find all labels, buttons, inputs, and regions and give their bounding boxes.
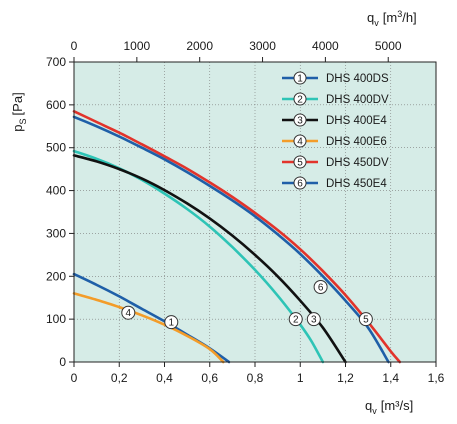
legend-label-5: DHS 450DV — [326, 157, 389, 169]
y-tick-label: 500 — [46, 141, 66, 155]
legend-marker-3 — [293, 113, 307, 127]
y-axis-label: pS[Pa] — [10, 92, 28, 131]
legend-label-2: DHS 400DV — [326, 94, 389, 106]
x-tick-label: 0,8 — [247, 371, 264, 385]
x-axis-ticks: 0 0,2 0,4 0,6 0,8 1 1,2 1,4 1,6 — [71, 362, 445, 385]
x-tick-label: 1,4 — [382, 371, 399, 385]
curve-5 — [72, 110, 402, 364]
x2-tick-label: 1000 — [123, 39, 150, 53]
x2-axis-label: qv [m3/h] — [367, 9, 417, 28]
legend-marker-label: 2 — [297, 95, 303, 106]
legend-marker-5 — [293, 155, 307, 169]
curve-marker-2 — [288, 312, 303, 327]
curve-marker-label: 3 — [311, 315, 317, 326]
y-axis-ticks: 0 100 200 300 400 500 600 700 — [46, 55, 74, 369]
legend-label-6: DHS 450E4 — [326, 178, 387, 190]
curve-marker-3 — [306, 312, 321, 327]
x2-tick-label: 3000 — [249, 39, 276, 53]
x-tick-label: 0,2 — [111, 371, 128, 385]
curve-marker-label: 5 — [363, 315, 369, 326]
curve-marker-label: 4 — [126, 308, 132, 319]
x2-tick-label: 4000 — [312, 39, 339, 53]
curve-6 — [72, 115, 390, 364]
legend-marker-2 — [293, 92, 307, 106]
curve-marker-label: 6 — [318, 283, 324, 294]
legend-marker-label: 3 — [297, 116, 303, 127]
x2-tick-label: 0 — [71, 39, 78, 53]
curve-3 — [72, 154, 347, 364]
legend-marker-6 — [293, 176, 307, 190]
curve-marker-6 — [313, 280, 328, 294]
legend-label-4: DHS 400E6 — [326, 136, 387, 148]
legend-label-1: DHS 400DS — [326, 73, 389, 85]
legend-marker-4 — [293, 134, 307, 148]
curve-marker-4 — [121, 305, 136, 320]
legend-marker-label: 4 — [297, 137, 303, 148]
y-tick-label: 600 — [46, 98, 66, 112]
x-tick-label: 0 — [71, 371, 78, 385]
legend-marker-label: 6 — [297, 179, 303, 190]
y-tick-label: 0 — [59, 355, 66, 369]
legend: 1 DHS 400DS 2 DHS 400DV 3 DHS 400E4 4 DHS 400E6… — [282, 71, 389, 190]
x-tick-label: 0,4 — [156, 371, 173, 385]
legend-marker-label: 5 — [297, 158, 303, 169]
x-tick-label: 1,6 — [428, 371, 445, 385]
x-tick-label: 1,2 — [337, 371, 354, 385]
x-axis-label: qv [m³/s] — [365, 398, 413, 416]
y-tick-label: 700 — [46, 55, 66, 69]
legend-marker-label: 1 — [297, 74, 303, 85]
y-tick-label: 200 — [46, 269, 66, 283]
legend-marker-1 — [293, 71, 307, 85]
legend-label-3: DHS 400E4 — [326, 115, 387, 127]
curve-marker-label: 2 — [293, 315, 299, 326]
fan-curves — [72, 110, 402, 364]
x-tick-label: 0,6 — [201, 371, 218, 385]
curve-marker-5 — [358, 312, 373, 327]
curve-4 — [72, 292, 225, 364]
x2-axis-ticks: 0 1000 2000 3000 4000 5000 — [71, 39, 402, 62]
x-tick-label: 1 — [297, 371, 304, 385]
y-tick-label: 400 — [46, 184, 66, 198]
curve-marker-label: 1 — [169, 318, 175, 329]
y-tick-label: 300 — [46, 226, 66, 240]
curve-markers: 1 2 3 4 5 6 — [121, 280, 373, 330]
x2-tick-label: 2000 — [186, 39, 213, 53]
x2-tick-label: 5000 — [375, 39, 402, 53]
curve-marker-1 — [164, 315, 179, 330]
y-tick-label: 100 — [46, 312, 66, 326]
